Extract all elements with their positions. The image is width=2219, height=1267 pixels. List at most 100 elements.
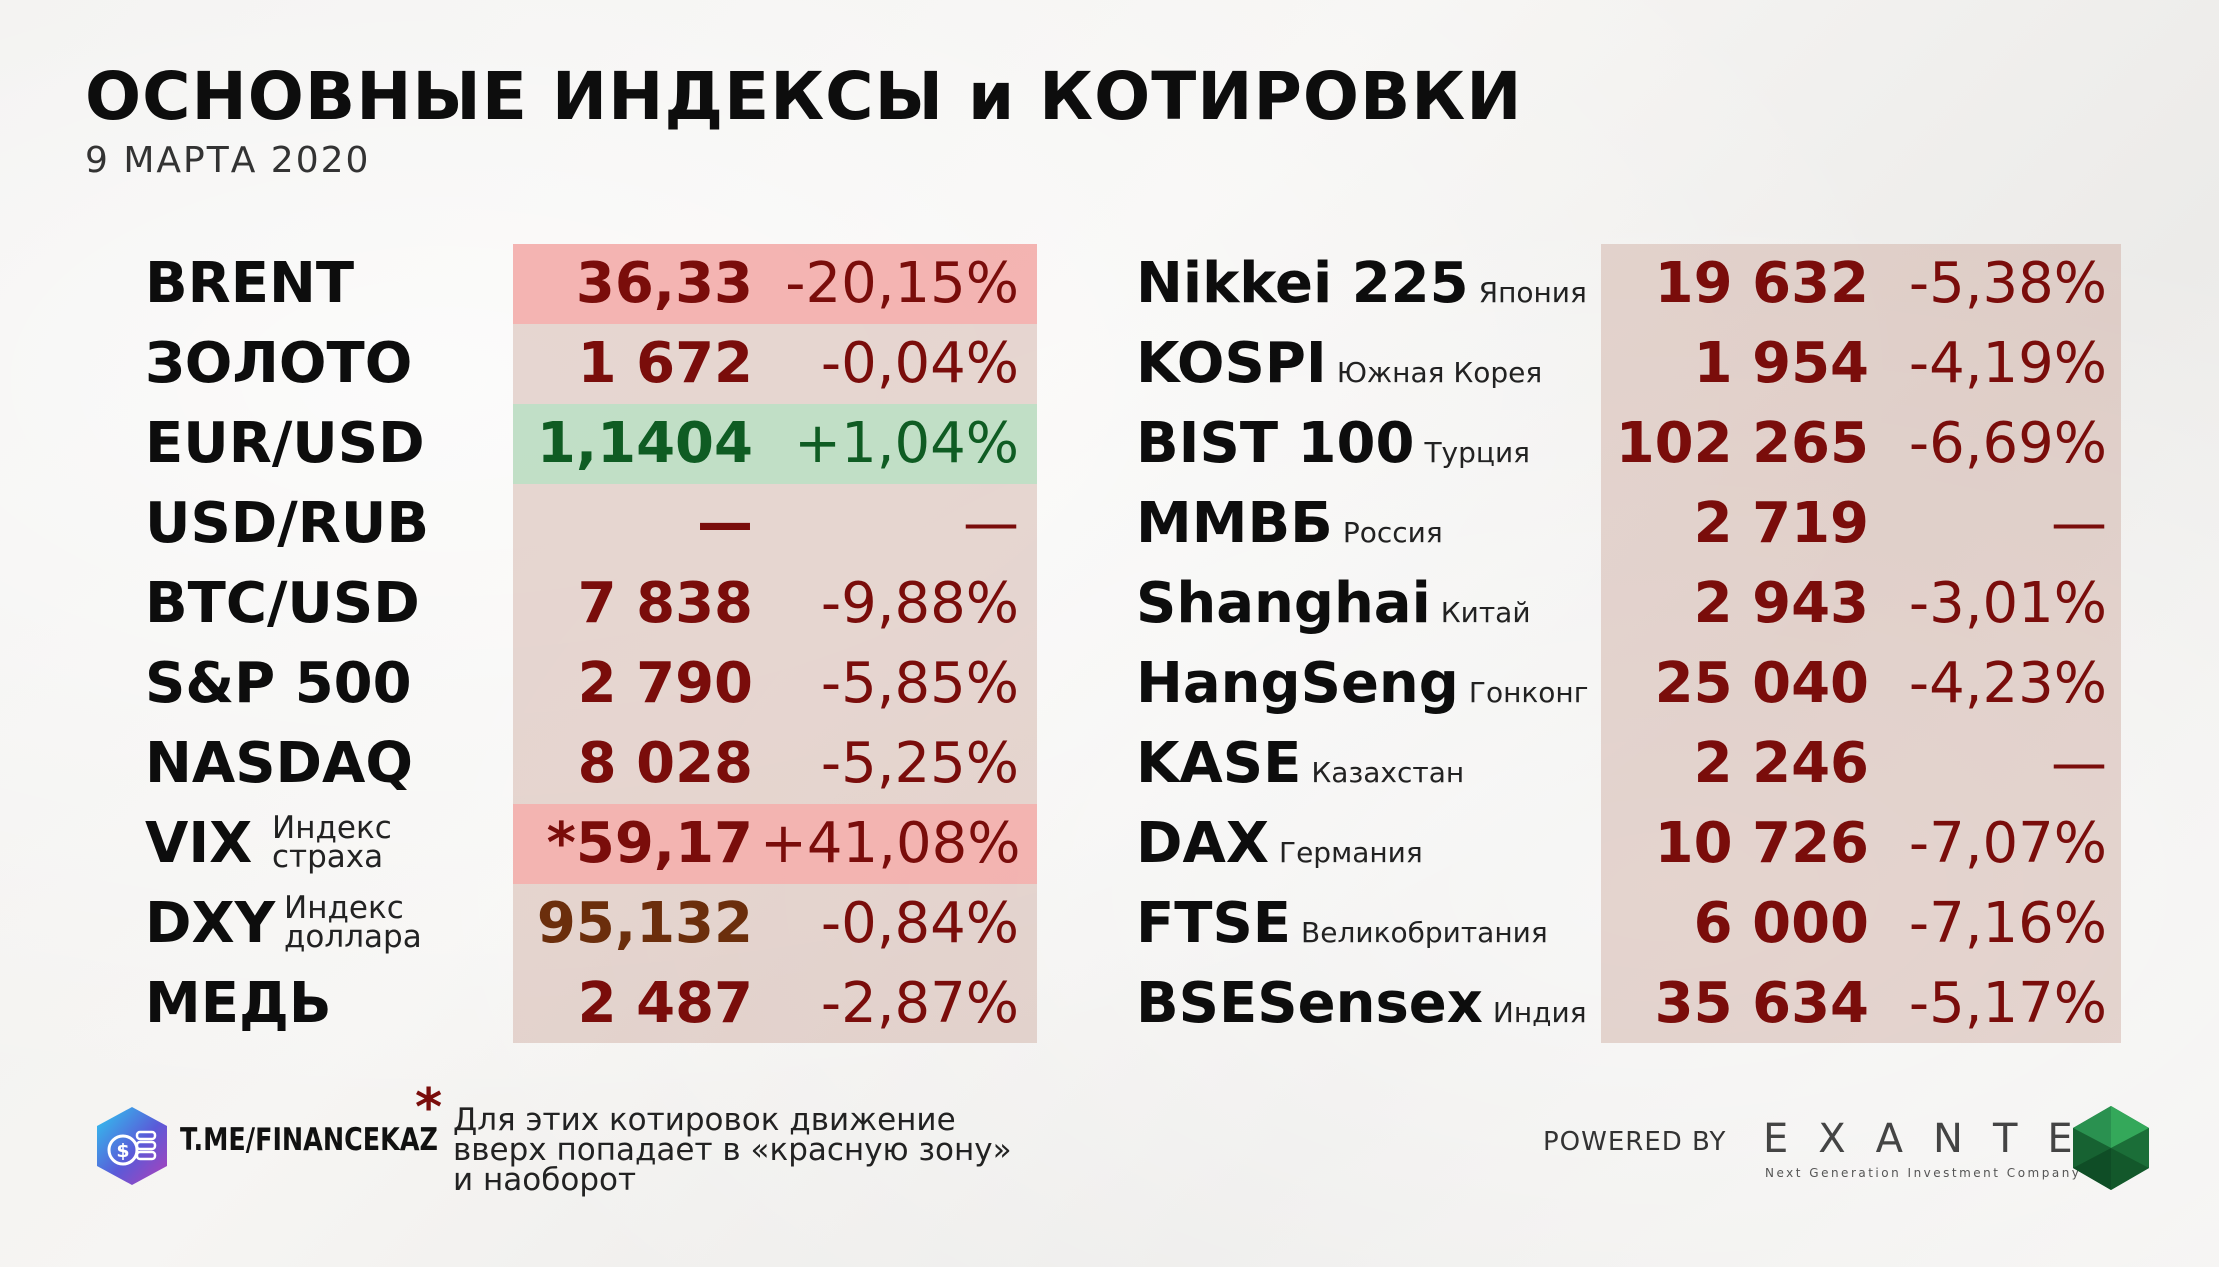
index-name: Nikkei 225 Япония (1136, 244, 1587, 333)
index-change: -7,16% (1908, 891, 2107, 956)
brand-name: EXANTE (1763, 1116, 2103, 1162)
quote-subtitle: Индекс страха (272, 810, 392, 875)
index-change: -4,23% (1908, 651, 2107, 716)
index-change: — (2051, 731, 2107, 796)
index-name: ММВБ Россия (1136, 484, 1443, 573)
index-name-text: BIST 100 (1136, 411, 1415, 476)
index-name: BSESensex Индия (1136, 964, 1587, 1053)
quote-change: -2,87% (820, 971, 1019, 1036)
quote-change: -9,88% (820, 571, 1019, 636)
index-row-bsesensex: BSESensex Индия 35 634 -5,17% (0, 964, 2219, 1044)
index-country: Индия (1492, 996, 1587, 1029)
telegram-channel-link[interactable]: T.ME/FINANCEKAZ (180, 1122, 438, 1158)
index-name-text: DAX (1136, 811, 1269, 876)
index-row-kase: KASE Казахстан 2 246 — (0, 724, 2219, 804)
index-row-bist100: BIST 100 Турция 102 265 -6,69% (0, 404, 2219, 484)
index-change: -6,69% (1908, 411, 2107, 476)
quote-change: -5,85% (820, 651, 1019, 716)
quote-change: -5,25% (820, 731, 1019, 796)
quote-row-gold: ЗОЛОТО 1 672 -0,04% (0, 324, 2219, 404)
index-row-dax: DAX Германия 10 726 -7,07% (0, 804, 2219, 884)
quote-name: VIX (145, 811, 253, 876)
green-gem-icon (2070, 1104, 2152, 1192)
quote-subtitle-line: Индекс (284, 890, 404, 926)
index-value: 10 726 (1654, 811, 1869, 876)
svg-text:$: $ (116, 1140, 129, 1162)
quote-value: *59,17 (546, 811, 753, 876)
quote-name: ЗОЛОТО (145, 331, 413, 396)
highlight-brent (513, 244, 1037, 324)
index-country: Великобритания (1301, 916, 1548, 949)
quote-value: — (697, 491, 753, 556)
index-value: 2 943 (1693, 571, 1869, 636)
index-name-text: ММВБ (1136, 491, 1333, 556)
quote-name: NASDAQ (145, 731, 413, 796)
index-country: Германия (1279, 836, 1423, 869)
quote-name: S&P 500 (145, 651, 412, 716)
index-change: -4,19% (1908, 331, 2107, 396)
index-name-text: KASE (1136, 731, 1302, 796)
highlight-eurusd (513, 404, 1037, 484)
quote-value: 1 672 (577, 331, 753, 396)
index-name: HangSeng Гонконг (1136, 644, 1588, 733)
index-row-shanghai: Shanghai Китай 2 943 -3,01% (0, 564, 2219, 644)
index-name: KOSPI Южная Корея (1136, 324, 1542, 413)
index-country: Южная Корея (1336, 356, 1543, 389)
index-change: -7,07% (1908, 811, 2107, 876)
index-value: 2 246 (1693, 731, 1869, 796)
index-change: — (2051, 491, 2107, 556)
quote-change: -0,04% (820, 331, 1019, 396)
quote-name: BRENT (145, 251, 355, 316)
quote-change: — (963, 491, 1019, 556)
brand-tagline: Next Generation Investment Company (1765, 1166, 2082, 1180)
quote-row-usdrub: USD/RUB — — (0, 484, 2219, 564)
quote-row-brent: BRENT 36,33 -20,15% (0, 244, 2219, 324)
quote-change: +41,08% (760, 811, 1021, 876)
index-value: 1 954 (1693, 331, 1869, 396)
footnote-line: Для этих котировок движение (453, 1102, 956, 1138)
quote-row-copper: МЕДЬ 2 487 -2,87% (0, 964, 2219, 1044)
footnote-text: Для этих котировок движение вверх попада… (453, 1102, 1093, 1198)
quote-row-sp500: S&P 500 2 790 -5,85% (0, 644, 2219, 724)
quote-value: 2 790 (577, 651, 753, 716)
quote-value: 7 838 (577, 571, 753, 636)
index-name-text: BSESensex (1136, 971, 1483, 1036)
index-name-text: KOSPI (1136, 331, 1327, 396)
index-name-text: Shanghai (1136, 571, 1431, 636)
powered-by-label: POWERED BY (1543, 1127, 1727, 1157)
index-change: -5,17% (1908, 971, 2107, 1036)
index-name-text: FTSE (1136, 891, 1292, 956)
index-country: Гонконг (1468, 676, 1589, 709)
index-name: KASE Казахстан (1136, 724, 1464, 813)
quote-change: +1,04% (794, 411, 1019, 476)
index-row-kospi: KOSPI Южная Корея 1 954 -4,19% (0, 324, 2219, 404)
index-change: -3,01% (1908, 571, 2107, 636)
quote-value: 2 487 (577, 971, 753, 1036)
quote-change: -20,15% (785, 251, 1019, 316)
quote-value: 8 028 (577, 731, 753, 796)
footnote-line: и наоборот (453, 1162, 637, 1198)
quote-subtitle-line: страха (272, 839, 384, 875)
index-country: Япония (1478, 276, 1587, 309)
quote-name: BTC/USD (145, 571, 420, 636)
index-country: Китай (1440, 596, 1531, 629)
quote-value: 1,1404 (536, 411, 753, 476)
page-date: 9 МАРТА 2020 (85, 140, 371, 181)
index-row-ftse: FTSE Великобритания 6 000 -7,16% (0, 884, 2219, 964)
quote-subtitle-line: Индекс (272, 810, 392, 846)
quote-row-btcusd: BTC/USD 7 838 -9,88% (0, 564, 2219, 644)
quote-subtitle: Индекс доллара (284, 890, 422, 955)
quote-subtitle-line: доллара (284, 919, 422, 955)
index-name: FTSE Великобритания (1136, 884, 1548, 973)
index-value: 102 265 (1615, 411, 1869, 476)
index-value: 35 634 (1654, 971, 1869, 1036)
quote-row-nasdaq: NASDAQ 8 028 -5,25% (0, 724, 2219, 804)
footnote-line: вверх попадает в «красную зону» (453, 1132, 1012, 1168)
quote-row-eurusd: EUR/USD 1,1404 +1,04% (0, 404, 2219, 484)
index-change: -5,38% (1908, 251, 2107, 316)
index-value: 19 632 (1654, 251, 1869, 316)
index-country: Казахстан (1311, 756, 1465, 789)
highlight-vix (513, 804, 1037, 884)
page-title: ОСНОВНЫЕ ИНДЕКСЫ и КОТИРОВКИ (85, 58, 1523, 135)
index-name-text: HangSeng (1136, 651, 1459, 716)
